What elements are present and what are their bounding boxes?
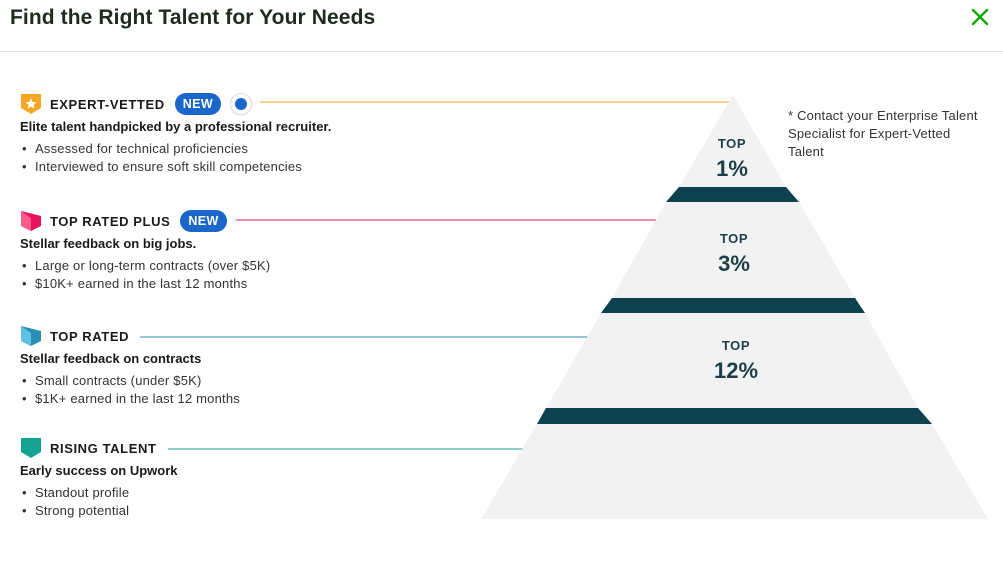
tier-2-percentage: 3% (718, 251, 750, 276)
new-badge: NEW (174, 93, 222, 115)
top-rated-plus-badge-icon (21, 211, 41, 231)
tier-name: RISING TALENT (50, 440, 157, 456)
expert-vetted-badge-icon (21, 94, 41, 114)
tier-subtitle: Early success on Upwork (20, 463, 178, 478)
list-item: Strong potential (20, 502, 480, 520)
tier-3-percentage: 12% (714, 358, 758, 383)
tier-points: Small contracts (under $5K) $1K+ earned … (20, 372, 480, 408)
tier-subtitle: Stellar feedback on big jobs. (20, 236, 197, 251)
tier-1-top-label: TOP (718, 136, 746, 151)
tier-1-percentage: 1% (716, 156, 748, 181)
list-item: $10K+ earned in the last 12 months (20, 275, 480, 293)
pyramid-tier-2 (612, 202, 855, 298)
modal-header: Find the Right Talent for Your Needs (0, 0, 1003, 52)
list-item: $1K+ earned in the last 12 months (20, 390, 480, 408)
tier-name: TOP RATED PLUS (50, 213, 171, 229)
pyramid-tier-3 (546, 313, 918, 408)
pyramid-band-2 (601, 298, 865, 313)
tier-top-rated-plus: TOP RATED PLUS NEW Stellar feedback on b… (20, 209, 480, 293)
tier-rising-talent: RISING TALENT Early success on Upwork St… (20, 436, 480, 520)
list-item: Small contracts (under $5K) (20, 372, 480, 390)
close-icon[interactable] (968, 5, 992, 29)
list-item: Interviewed to ensure soft skill compete… (20, 158, 480, 176)
pyramid-band-3 (537, 408, 932, 424)
new-badge: NEW (180, 210, 227, 232)
tier-2-top-label: TOP (720, 231, 748, 246)
pyramid-band-1 (666, 187, 799, 202)
list-item: Standout profile (20, 484, 480, 502)
page-title: Find the Right Talent for Your Needs (10, 6, 376, 29)
rising-talent-badge-icon (21, 438, 41, 458)
tier-name: EXPERT-VETTED (50, 96, 165, 112)
tier-expert-vetted: EXPERT-VETTED NEW Elite talent handpicke… (20, 92, 480, 176)
list-item: Assessed for technical proficiencies (20, 140, 480, 158)
top-rated-badge-icon (21, 326, 41, 346)
tier-subtitle: Stellar feedback on contracts (20, 351, 202, 366)
tier-points: Assessed for technical proficiencies Int… (20, 140, 480, 176)
list-item: Large or long-term contracts (over $5K) (20, 257, 480, 275)
pyramid-tier-1 (679, 95, 786, 187)
tier-points: Large or long-term contracts (over $5K) … (20, 257, 480, 293)
tier-3-top-label: TOP (722, 338, 750, 353)
radio-selector[interactable] (231, 94, 252, 114)
tier-name: TOP RATED (50, 328, 130, 344)
tier-subtitle: Elite talent handpicked by a professiona… (20, 119, 332, 134)
tier-points: Standout profile Strong potential (20, 484, 480, 520)
pyramid-tier-4 (481, 424, 988, 519)
tier-top-rated: TOP RATED Stellar feedback on contracts … (20, 324, 480, 408)
enterprise-note: * Contact your Enterprise Talent Special… (788, 108, 978, 159)
